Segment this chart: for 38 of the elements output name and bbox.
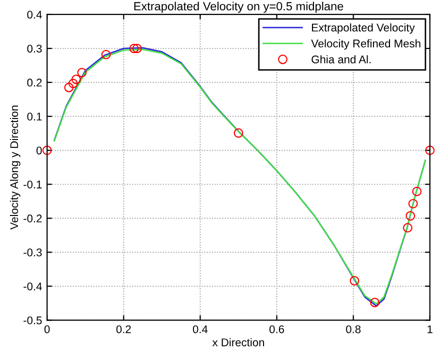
legend-label: Velocity Refined Mesh xyxy=(311,39,420,50)
point xyxy=(425,146,435,156)
legend-label: Ghia and Al. xyxy=(312,55,371,64)
y-tick-label: -0.4 xyxy=(24,282,42,290)
legend-label: Extrapolated Velocity xyxy=(312,23,415,34)
point xyxy=(68,78,78,88)
x-tick-label: 1 xyxy=(428,325,432,334)
point xyxy=(101,50,111,60)
x-tick-label: 0.4 xyxy=(192,325,208,334)
point xyxy=(402,223,412,233)
y-tick-label: -0.1 xyxy=(24,180,42,188)
y-tick-label: 0.4 xyxy=(27,10,42,19)
x-axis-title: x Direction xyxy=(212,338,264,346)
y-tick-label: 0 xyxy=(36,146,42,154)
point xyxy=(77,68,87,78)
chart-title: Extrapolated Velocity on y=0.5 midplane xyxy=(134,2,344,13)
point xyxy=(408,198,418,208)
point xyxy=(71,74,81,84)
point xyxy=(129,44,139,54)
y-axis-title: Velocity Along y Direction xyxy=(10,106,20,230)
y-tick-label: -0.2 xyxy=(24,214,42,222)
y-tick-label: -0.3 xyxy=(24,248,42,256)
x-tick-label: 0.8 xyxy=(346,325,361,334)
x-tick-label: 0.6 xyxy=(269,325,284,334)
point xyxy=(42,146,52,156)
point xyxy=(234,128,244,138)
x-tick-label: 0 xyxy=(44,325,50,334)
point xyxy=(370,298,380,308)
point xyxy=(64,82,74,92)
y-tick-label: 0.2 xyxy=(27,78,42,87)
point xyxy=(350,276,360,286)
y-tick-label: 0.1 xyxy=(27,112,42,121)
point xyxy=(132,44,142,54)
point xyxy=(412,186,422,196)
y-tick-label: -0.5 xyxy=(24,316,42,324)
y-tick-label: 0.3 xyxy=(27,44,42,53)
x-tick-label: 0.2 xyxy=(116,325,131,334)
point xyxy=(406,211,416,221)
